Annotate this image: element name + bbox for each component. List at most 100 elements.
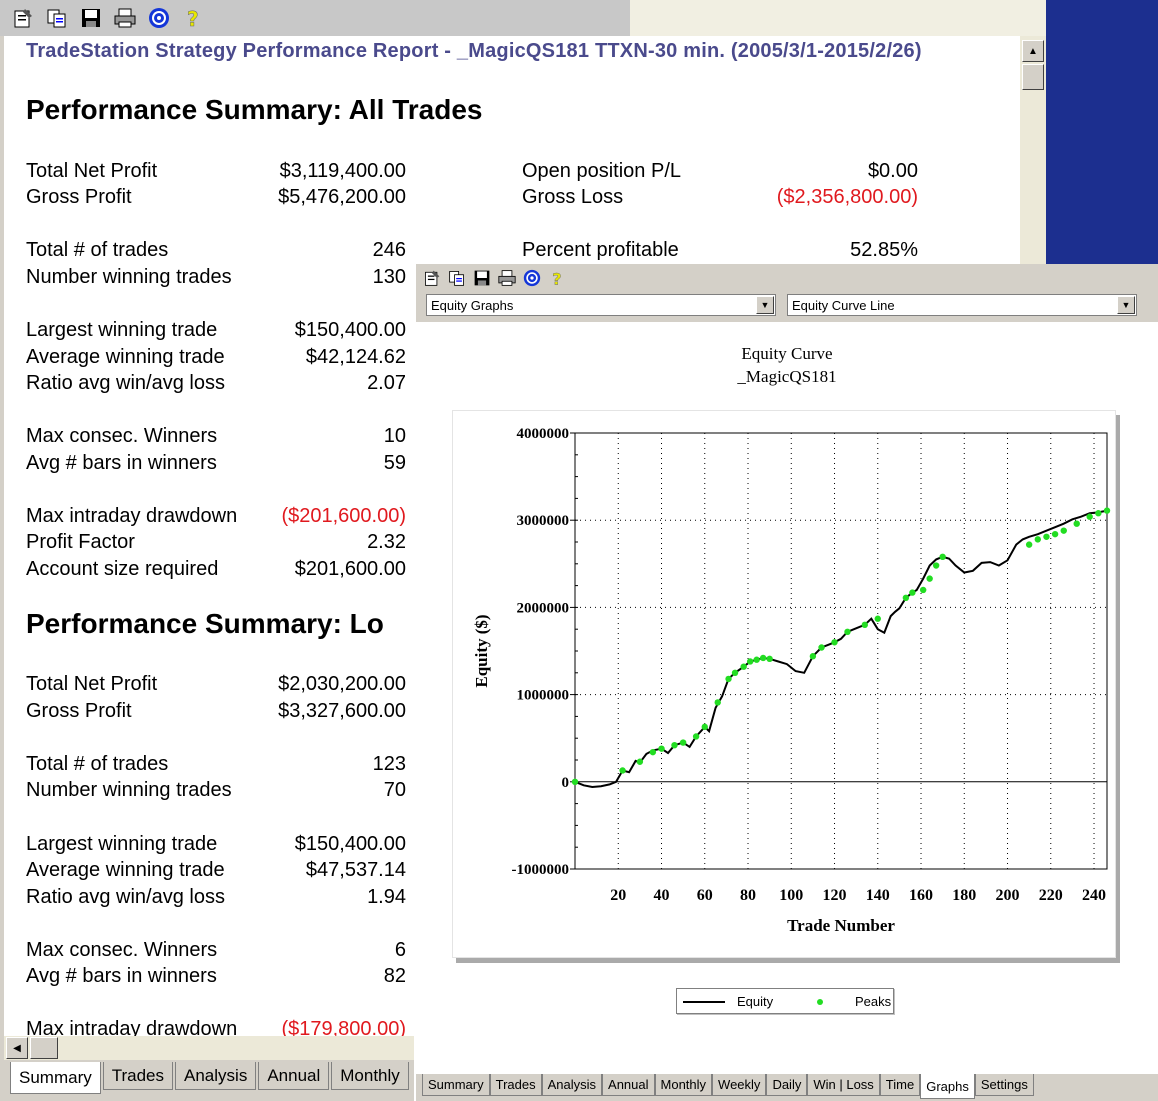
peak-point bbox=[759, 654, 767, 662]
graph-tab-weekly[interactable]: Weekly bbox=[712, 1074, 767, 1096]
peak-point bbox=[701, 723, 708, 731]
report-tab-analysis[interactable]: Analysis bbox=[175, 1062, 257, 1090]
peak-point bbox=[746, 658, 754, 665]
peak-point bbox=[619, 767, 626, 774]
max-drawdown-label: Max intraday drawdown bbox=[26, 505, 238, 527]
long-avg-win-value: $47,537.14 bbox=[305, 859, 406, 881]
report-tab-monthly[interactable]: Monthly bbox=[331, 1062, 409, 1090]
peak-point bbox=[1034, 536, 1041, 543]
scroll-up-button[interactable]: ▲ bbox=[1022, 40, 1044, 62]
hscroll-thumb[interactable] bbox=[30, 1037, 58, 1059]
ratio-value: 2.07 bbox=[367, 372, 406, 394]
profit-factor-value: 2.32 bbox=[367, 531, 406, 553]
total-net-profit-label: Total Net Profit bbox=[26, 160, 158, 182]
peak-point bbox=[1043, 533, 1050, 540]
peak-point bbox=[692, 733, 700, 740]
graph-tab-graphs[interactable]: Graphs bbox=[920, 1074, 975, 1099]
help-icon[interactable]: ? bbox=[547, 268, 567, 288]
help-icon[interactable]: ? bbox=[180, 5, 206, 31]
graph-tab-summary[interactable]: Summary bbox=[422, 1074, 490, 1096]
report-tab-trades[interactable]: Trades bbox=[102, 1062, 174, 1090]
long-gross-profit-value: $3,327,600.00 bbox=[278, 700, 406, 722]
print-icon[interactable] bbox=[497, 268, 517, 288]
peak-point bbox=[1060, 527, 1067, 534]
report-tab-annual[interactable]: Annual bbox=[258, 1062, 330, 1090]
x-tick-label: 100 bbox=[779, 887, 803, 904]
gross-loss-value: ($2,356,800.00) bbox=[776, 186, 918, 208]
report-toolbar: ? bbox=[0, 0, 630, 36]
long-max-drawdown-label: Max intraday drawdown bbox=[26, 1018, 238, 1036]
graph-tab-annual[interactable]: Annual bbox=[602, 1074, 655, 1096]
print-icon[interactable] bbox=[112, 5, 138, 31]
graph-tab-daily[interactable]: Daily bbox=[766, 1074, 808, 1096]
graph-style-select[interactable]: Equity Curve Line ▼ bbox=[787, 294, 1137, 316]
peak-point bbox=[571, 778, 579, 785]
peak-point bbox=[1103, 507, 1111, 514]
x-tick-label: 200 bbox=[996, 887, 1020, 904]
graph-tab-analysis[interactable]: Analysis bbox=[541, 1074, 603, 1096]
target-icon[interactable] bbox=[146, 5, 172, 31]
long-max-consec-value: 6 bbox=[394, 939, 406, 961]
long-largest-win-label: Largest winning trade bbox=[26, 833, 218, 855]
long-largest-win-value: $150,400.00 bbox=[294, 833, 406, 855]
peak-point bbox=[909, 589, 916, 596]
peak-point bbox=[731, 669, 739, 676]
x-tick-label: 160 bbox=[909, 887, 933, 904]
graph-tab-win-loss[interactable]: Win | Loss bbox=[807, 1074, 880, 1096]
chevron-down-icon[interactable]: ▼ bbox=[756, 296, 774, 314]
chart-title-line2: _MagicQS181 bbox=[737, 367, 837, 386]
graph-type-value: Equity Graphs bbox=[431, 298, 514, 313]
y-tick-label: 1000000 bbox=[517, 688, 570, 704]
gross-profit-value: $5,476,200.00 bbox=[278, 186, 406, 208]
long-total-trades-label: Total # of trades bbox=[26, 753, 169, 775]
copy-icon[interactable] bbox=[44, 5, 70, 31]
properties-icon[interactable] bbox=[422, 268, 442, 288]
properties-icon[interactable] bbox=[10, 5, 36, 31]
graph-window: ? Equity Graphs ▼ Equity Curve Line ▼ Eq… bbox=[414, 264, 1158, 1101]
total-trades-value: 246 bbox=[372, 239, 406, 261]
peak-point bbox=[902, 594, 910, 602]
peak-point bbox=[636, 758, 644, 765]
report-horizontal-scrollbar[interactable]: ◀ bbox=[4, 1036, 416, 1060]
chevron-down-icon[interactable]: ▼ bbox=[1117, 296, 1135, 314]
long-max-consec-label: Max consec. Winners bbox=[26, 939, 218, 961]
graph-style-value: Equity Curve Line bbox=[792, 298, 895, 313]
ratio-label: Ratio avg win/avg loss bbox=[26, 372, 225, 394]
target-icon[interactable] bbox=[522, 268, 542, 288]
peak-point bbox=[844, 628, 851, 636]
graph-tab-settings[interactable]: Settings bbox=[974, 1074, 1034, 1096]
long-total-trades-value: 123 bbox=[372, 753, 406, 775]
chart-legend: Equity Peaks bbox=[676, 988, 894, 1014]
peak-point bbox=[753, 656, 760, 663]
x-tick-label: 120 bbox=[823, 887, 847, 904]
graph-tab-trades[interactable]: Trades bbox=[489, 1074, 542, 1096]
save-icon[interactable] bbox=[472, 268, 492, 288]
winning-trades-label: Number winning trades bbox=[26, 266, 232, 288]
max-consec-value: 10 bbox=[383, 425, 406, 447]
x-tick-label: 80 bbox=[740, 887, 756, 904]
open-pl-value: $0.00 bbox=[867, 160, 918, 182]
long-avg-win-label: Average winning trade bbox=[26, 859, 225, 881]
chart-title-line1: Equity Curve bbox=[741, 344, 833, 363]
x-tick-label: 180 bbox=[952, 887, 976, 904]
graph-type-select[interactable]: Equity Graphs ▼ bbox=[426, 294, 776, 316]
percent-profitable-label: Percent profitable bbox=[522, 239, 679, 261]
peak-point bbox=[725, 675, 732, 683]
report-tab-summary[interactable]: Summary bbox=[10, 1062, 101, 1094]
legend-peaks-label: Peaks bbox=[855, 994, 892, 1009]
peak-point bbox=[649, 748, 657, 756]
peak-point bbox=[740, 663, 747, 670]
largest-win-value: $150,400.00 bbox=[294, 319, 406, 341]
y-tick-label: -1000000 bbox=[512, 862, 570, 878]
long-winning-trades-label: Number winning trades bbox=[26, 779, 232, 801]
save-icon[interactable] bbox=[78, 5, 104, 31]
x-axis-title: Trade Number bbox=[787, 916, 895, 935]
peak-point bbox=[1025, 541, 1033, 548]
scroll-thumb[interactable] bbox=[1022, 64, 1044, 90]
avg-bars-label: Avg # bars in winners bbox=[26, 452, 217, 474]
x-tick-label: 60 bbox=[697, 887, 713, 904]
scroll-left-button[interactable]: ◀ bbox=[6, 1037, 28, 1059]
graph-tab-time[interactable]: Time bbox=[879, 1074, 921, 1096]
graph-tab-monthly[interactable]: Monthly bbox=[654, 1074, 713, 1096]
copy-icon[interactable] bbox=[447, 268, 467, 288]
